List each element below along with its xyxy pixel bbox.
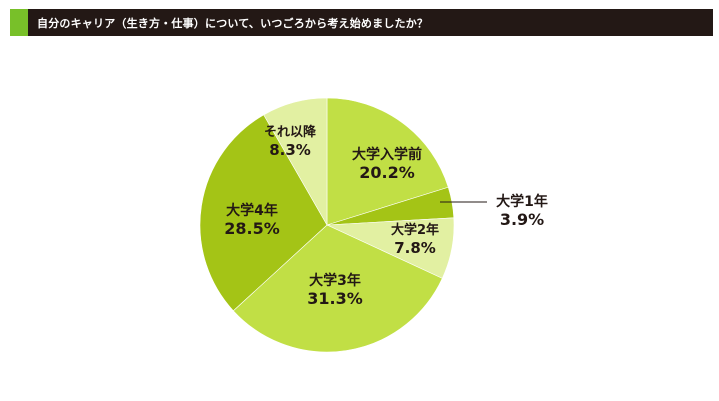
- title-accent-block: [10, 9, 28, 36]
- slice-value-label: 3.9%: [500, 210, 544, 229]
- pie-slice: [199, 114, 328, 312]
- pie-slice: [263, 97, 328, 227]
- slice-value-label: 8.3%: [269, 141, 311, 159]
- slice-category-label: 大学2年: [391, 222, 439, 238]
- chart-title-bar: 自分のキャリア（生き方・仕事）について、いつごろから考え始めましたか？: [10, 9, 713, 36]
- pie-slice: [326, 97, 449, 226]
- slice-category-label: 大学入学前: [352, 146, 422, 163]
- slice-category-label: 大学1年: [496, 193, 548, 210]
- slice-category-label: 大学4年: [226, 202, 278, 219]
- slice-value-label: 7.8%: [394, 239, 436, 257]
- chart-title: 自分のキャリア（生き方・仕事）について、いつごろから考え始めましたか？: [37, 16, 429, 30]
- slice-category-label: それ以降: [264, 124, 317, 140]
- slice-value-label: 28.5%: [224, 219, 280, 238]
- slice-value-label: 20.2%: [359, 163, 415, 182]
- slice-value-label: 31.3%: [307, 289, 363, 308]
- pie-slice: [232, 224, 443, 353]
- slice-category-label: 大学3年: [309, 272, 361, 289]
